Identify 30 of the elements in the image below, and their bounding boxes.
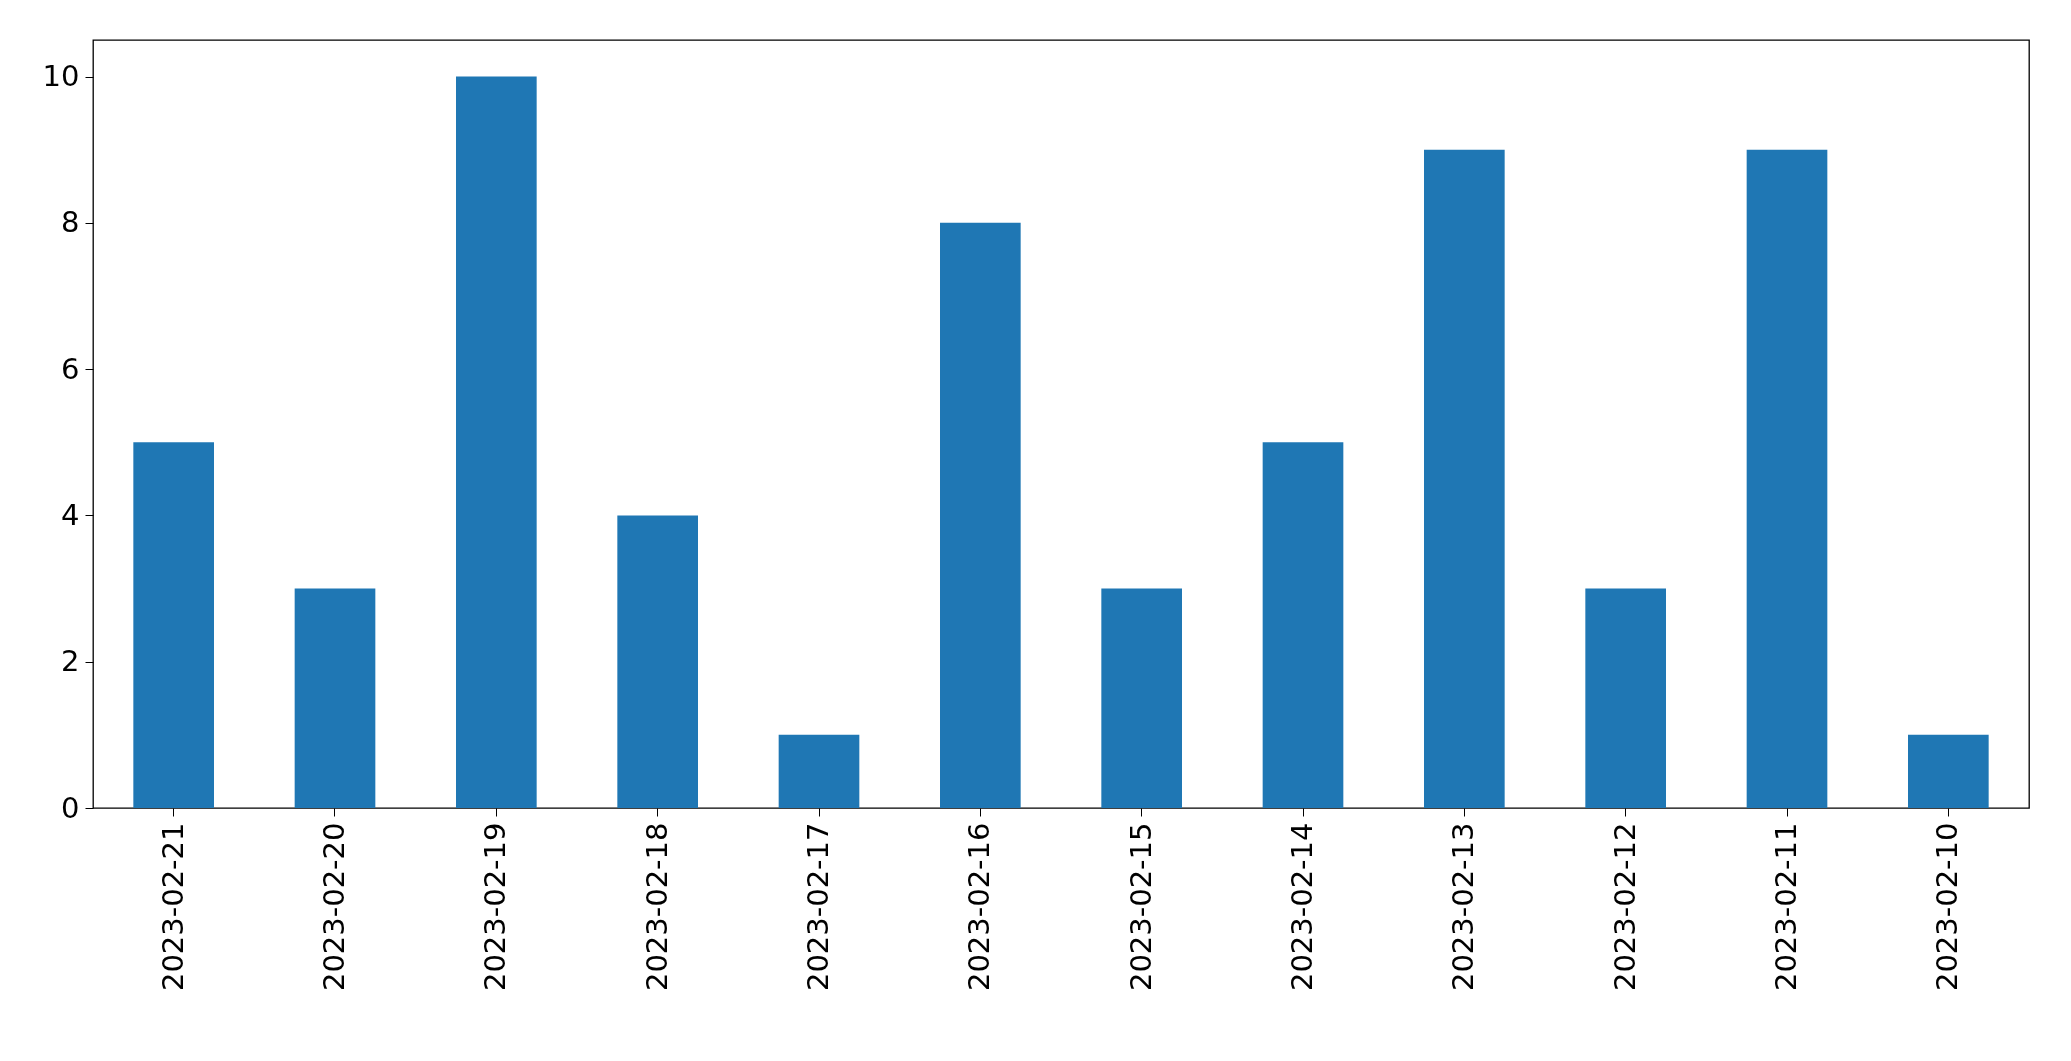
x-tick-label: 2023-02-10	[1930, 822, 1965, 992]
bar	[778, 734, 860, 808]
x-tick-label: 2023-02-17	[801, 822, 835, 992]
bar	[1424, 149, 1505, 808]
bar	[940, 222, 1021, 808]
y-tick-label: 8	[61, 205, 80, 240]
bar	[294, 588, 376, 808]
x-tick-label: 2023-02-16	[962, 822, 997, 992]
bar	[1101, 588, 1182, 808]
bar	[1746, 149, 1828, 808]
y-tick-label: 6	[61, 351, 80, 386]
x-tick-label: 2023-02-18	[639, 822, 674, 992]
x-tick-label: 2023-02-14	[1285, 822, 1319, 992]
bar	[456, 76, 537, 808]
bar	[133, 442, 214, 808]
bar	[1262, 442, 1344, 808]
y-tick-label: 0	[61, 790, 80, 825]
x-tick-label: 2023-02-11	[1769, 822, 1803, 992]
x-tick-label: 2023-02-12	[1607, 822, 1642, 992]
x-tick-label: 2023-02-21	[155, 822, 190, 992]
y-tick-label: 4	[61, 497, 80, 532]
y-tick-label: 2	[61, 644, 80, 679]
bar	[1585, 588, 1666, 808]
x-tick-label: 2023-02-13	[1446, 822, 1481, 992]
bar	[1908, 734, 1989, 808]
x-tick-label: 2023-02-19	[478, 822, 513, 992]
x-tick-label: 2023-02-20	[317, 822, 351, 992]
y-tick-label: 10	[42, 59, 80, 94]
x-tick-label: 2023-02-15	[1123, 822, 1158, 992]
bar	[617, 515, 698, 808]
